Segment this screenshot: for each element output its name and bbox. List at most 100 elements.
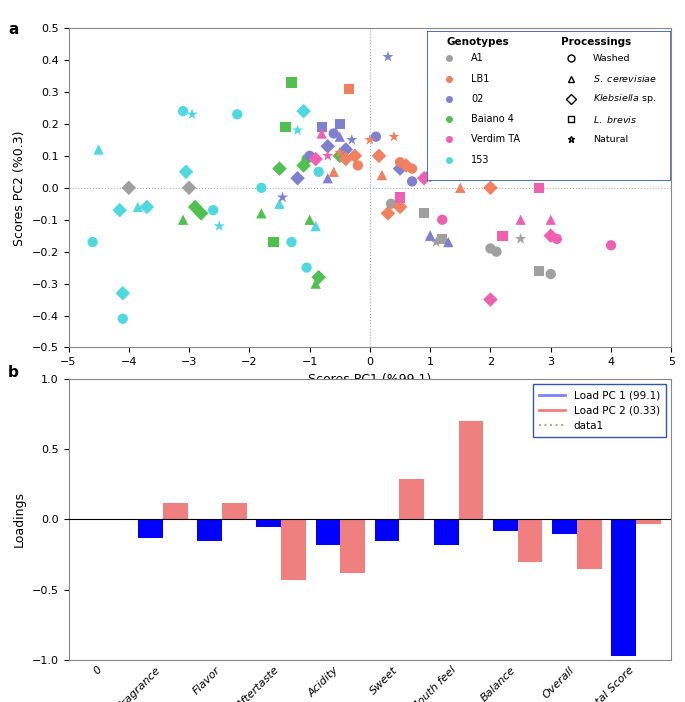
Bar bbox=[282, 519, 306, 580]
X-axis label: Scores PC1 (%99.1): Scores PC1 (%99.1) bbox=[308, 373, 432, 386]
Point bbox=[304, 214, 315, 225]
Legend: Load PC 1 (99.1), Load PC 2 (0.33), data1: Load PC 1 (99.1), Load PC 2 (0.33), data… bbox=[533, 384, 666, 437]
Point bbox=[545, 230, 556, 241]
Point bbox=[277, 192, 288, 203]
Bar bbox=[399, 479, 424, 519]
Point bbox=[196, 208, 207, 219]
Point bbox=[515, 214, 526, 225]
Point bbox=[533, 183, 544, 194]
Bar bbox=[316, 519, 340, 545]
Point bbox=[184, 183, 195, 194]
Point bbox=[322, 140, 333, 152]
Text: a: a bbox=[8, 22, 18, 37]
Point bbox=[371, 131, 382, 143]
Point bbox=[298, 105, 309, 117]
Bar bbox=[375, 519, 399, 541]
Point bbox=[395, 201, 406, 213]
Point bbox=[322, 173, 333, 184]
Point bbox=[343, 83, 354, 94]
Point bbox=[334, 119, 345, 130]
Point bbox=[298, 160, 309, 171]
Y-axis label: Loadings: Loadings bbox=[13, 491, 26, 548]
Point bbox=[425, 230, 436, 241]
Point bbox=[425, 169, 436, 180]
Point bbox=[87, 237, 98, 248]
Bar bbox=[256, 519, 282, 526]
Bar bbox=[552, 519, 577, 534]
Point bbox=[551, 233, 562, 244]
Point bbox=[181, 166, 192, 178]
Point bbox=[190, 201, 201, 213]
Point bbox=[316, 121, 327, 133]
Point bbox=[114, 204, 125, 216]
Point bbox=[132, 201, 143, 213]
Point bbox=[395, 157, 406, 168]
Point bbox=[313, 272, 324, 283]
Bar bbox=[493, 519, 518, 531]
Point bbox=[214, 220, 225, 232]
Point bbox=[316, 128, 327, 139]
Point bbox=[443, 237, 453, 248]
Point bbox=[141, 201, 152, 213]
Point bbox=[419, 208, 429, 219]
Point bbox=[232, 109, 242, 120]
Point bbox=[177, 214, 188, 225]
Point bbox=[117, 313, 128, 324]
Point bbox=[117, 288, 128, 299]
Bar bbox=[222, 503, 247, 519]
Point bbox=[485, 166, 496, 178]
Point bbox=[313, 166, 324, 178]
Point bbox=[208, 204, 219, 216]
Point bbox=[286, 77, 297, 88]
Point bbox=[407, 163, 418, 174]
Point bbox=[256, 183, 267, 194]
Point bbox=[388, 131, 399, 143]
Bar bbox=[163, 503, 188, 519]
Point bbox=[280, 121, 291, 133]
Point bbox=[301, 154, 312, 165]
Text: b: b bbox=[8, 365, 19, 380]
Point bbox=[425, 230, 436, 241]
Point bbox=[382, 208, 393, 219]
Point bbox=[545, 214, 556, 225]
Point bbox=[292, 125, 303, 136]
Bar bbox=[518, 519, 543, 562]
Point bbox=[437, 214, 448, 225]
Point bbox=[347, 134, 358, 145]
Point bbox=[310, 154, 321, 165]
Point bbox=[533, 265, 544, 277]
Point bbox=[485, 183, 496, 194]
Point bbox=[274, 198, 285, 209]
Bar bbox=[458, 421, 484, 519]
Point bbox=[340, 144, 351, 155]
Point bbox=[382, 51, 393, 62]
Bar bbox=[577, 519, 601, 569]
Point bbox=[377, 169, 388, 180]
Point bbox=[177, 105, 188, 117]
Bar bbox=[340, 519, 365, 573]
Point bbox=[334, 147, 345, 158]
Bar bbox=[611, 519, 636, 656]
Bar bbox=[434, 519, 458, 545]
Point bbox=[449, 96, 460, 107]
Point bbox=[437, 166, 448, 178]
Point bbox=[401, 160, 412, 171]
Point bbox=[485, 243, 496, 254]
Y-axis label: Scores PC2 (%0.3): Scores PC2 (%0.3) bbox=[13, 130, 26, 246]
Point bbox=[93, 144, 104, 155]
Point bbox=[256, 208, 267, 219]
Point bbox=[286, 237, 297, 248]
Point bbox=[268, 237, 279, 248]
Point bbox=[386, 198, 397, 209]
Point bbox=[186, 109, 197, 120]
Point bbox=[123, 183, 134, 194]
Point bbox=[431, 138, 442, 149]
Point bbox=[515, 233, 526, 244]
Bar bbox=[138, 519, 163, 538]
Bar bbox=[197, 519, 222, 541]
Point bbox=[322, 150, 333, 161]
Point bbox=[455, 183, 466, 194]
Point bbox=[419, 173, 429, 184]
Point bbox=[606, 239, 616, 251]
Point bbox=[491, 246, 502, 258]
